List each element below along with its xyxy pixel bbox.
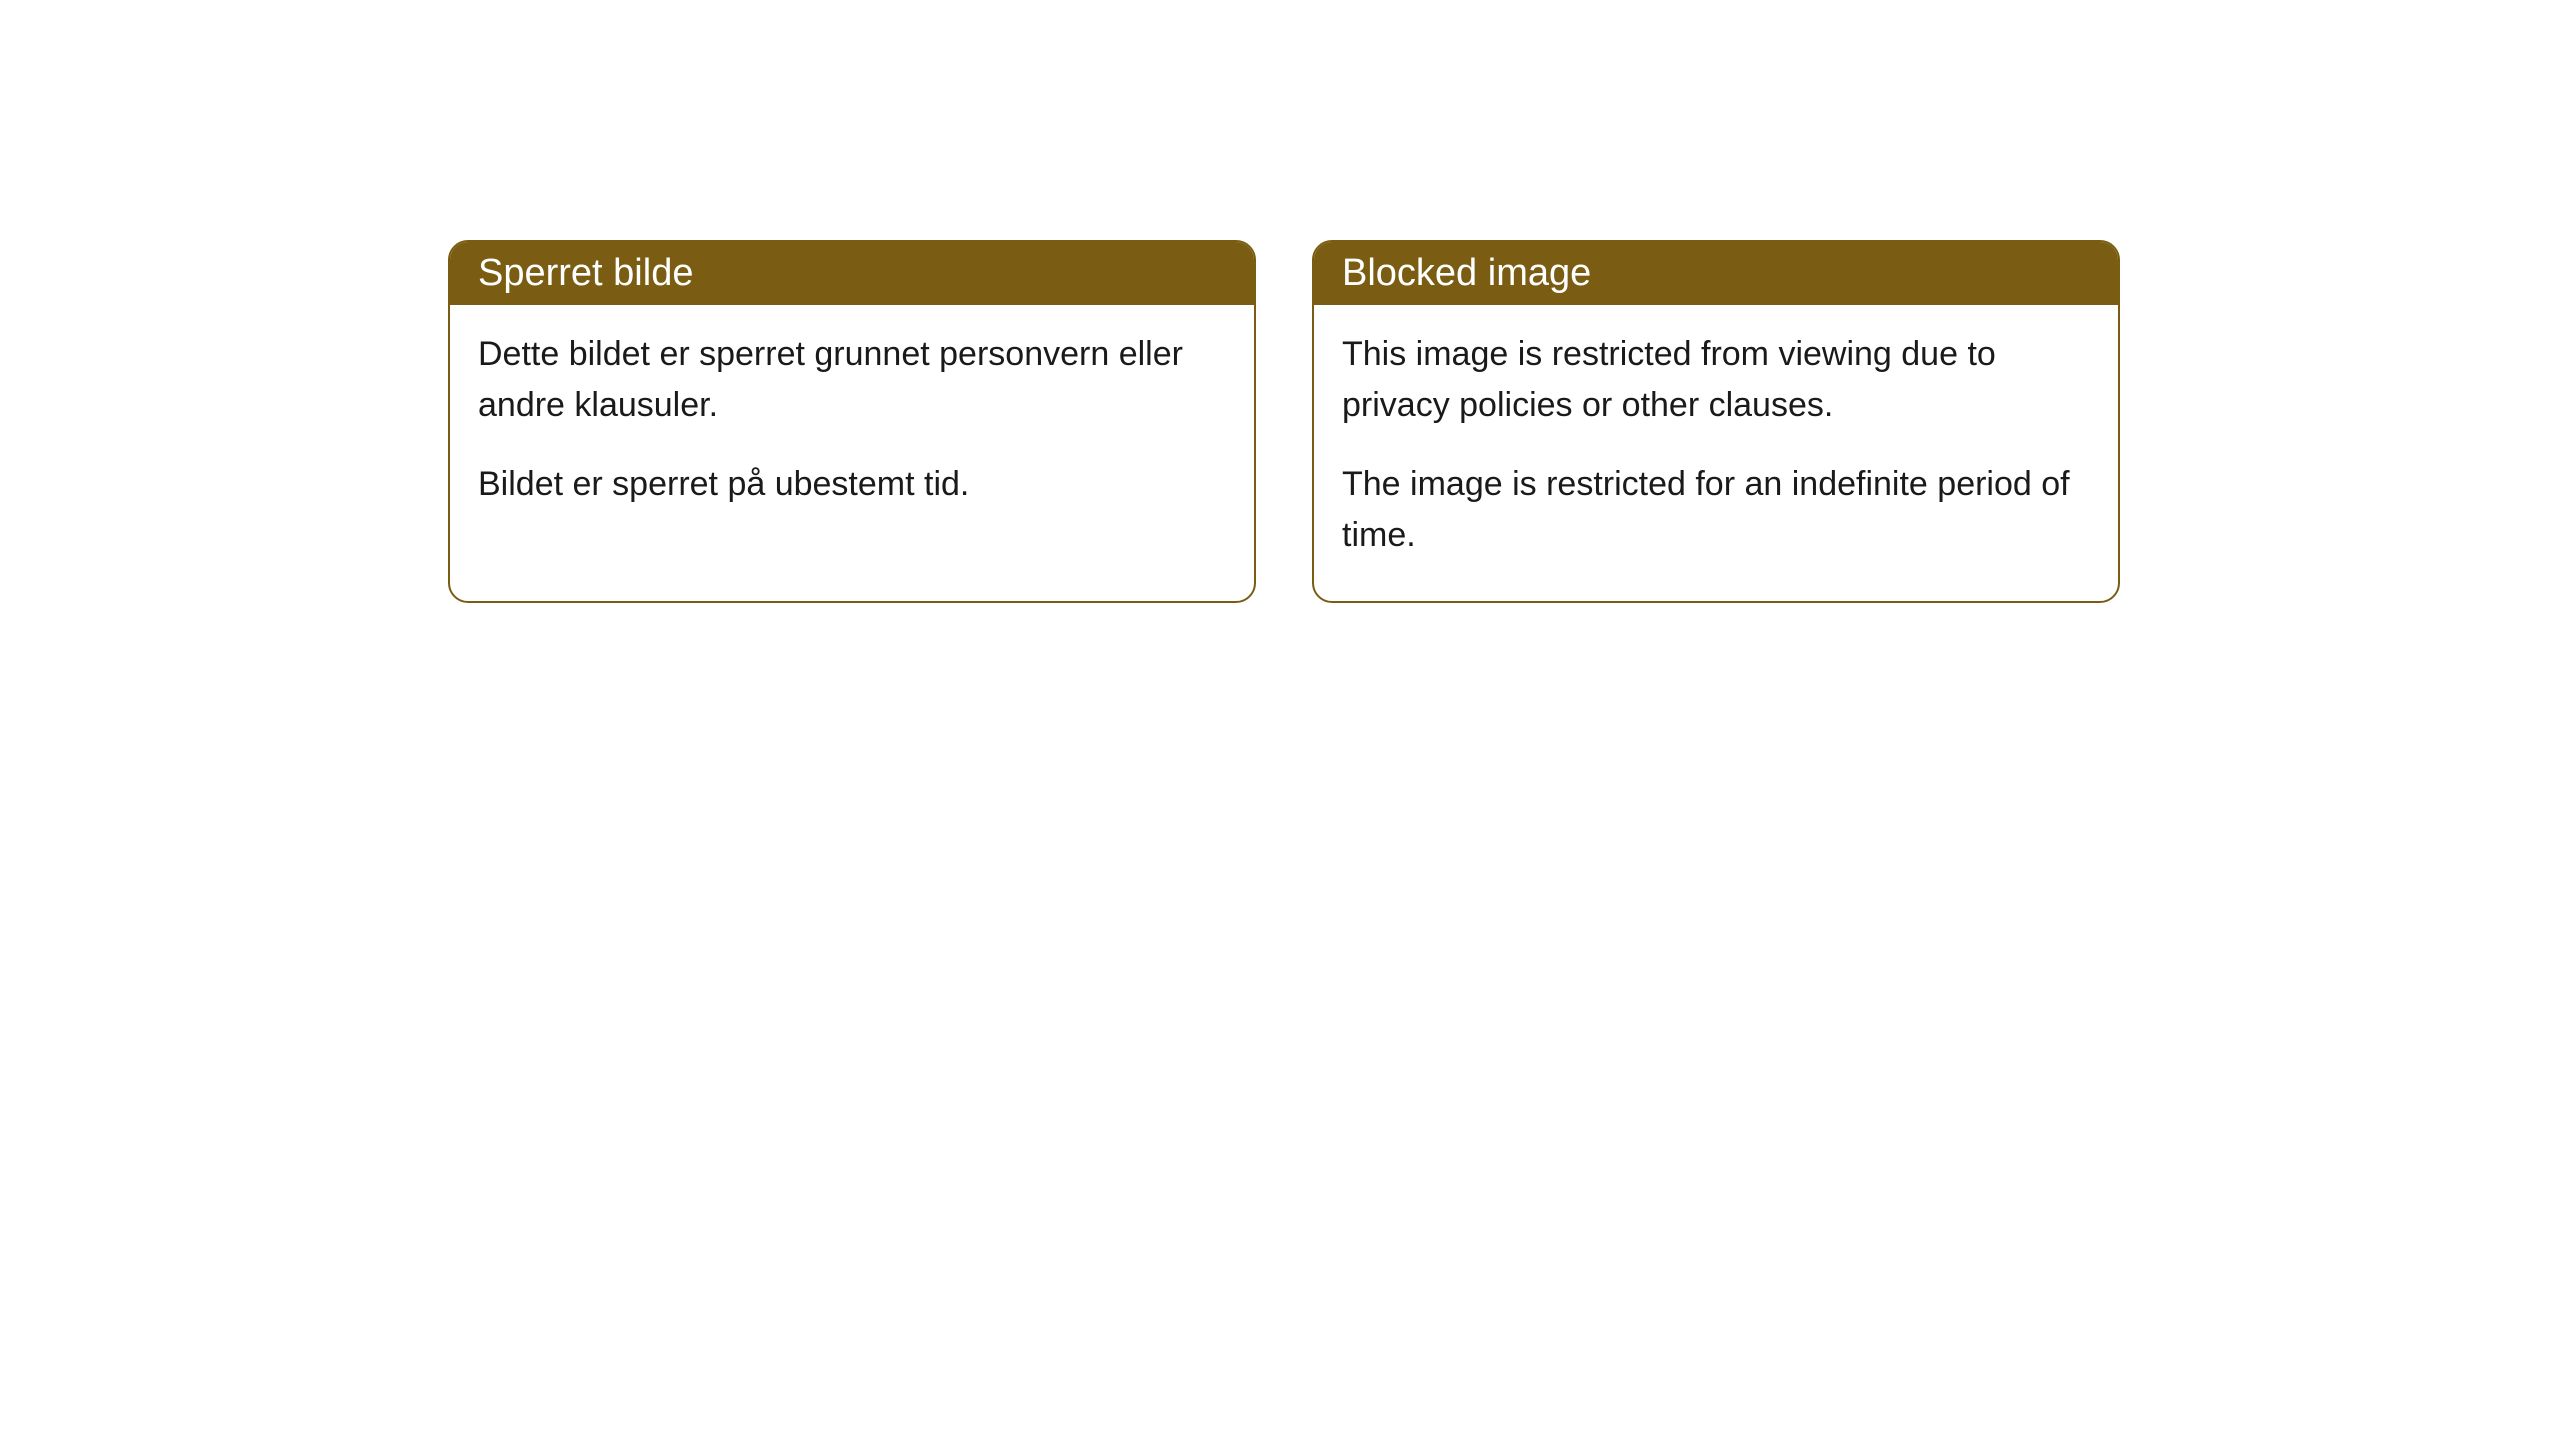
cards-container: Sperret bilde Dette bildet er sperret gr… (448, 240, 2120, 603)
card-header-norwegian: Sperret bilde (450, 242, 1254, 305)
card-paragraph-2: The image is restricted for an indefinit… (1342, 459, 2090, 561)
card-paragraph-2: Bildet er sperret på ubestemt tid. (478, 459, 1226, 510)
card-paragraph-1: This image is restricted from viewing du… (1342, 329, 2090, 431)
card-body-english: This image is restricted from viewing du… (1314, 305, 2118, 601)
card-english: Blocked image This image is restricted f… (1312, 240, 2120, 603)
card-norwegian: Sperret bilde Dette bildet er sperret gr… (448, 240, 1256, 603)
card-body-norwegian: Dette bildet er sperret grunnet personve… (450, 305, 1254, 550)
card-header-english: Blocked image (1314, 242, 2118, 305)
card-paragraph-1: Dette bildet er sperret grunnet personve… (478, 329, 1226, 431)
